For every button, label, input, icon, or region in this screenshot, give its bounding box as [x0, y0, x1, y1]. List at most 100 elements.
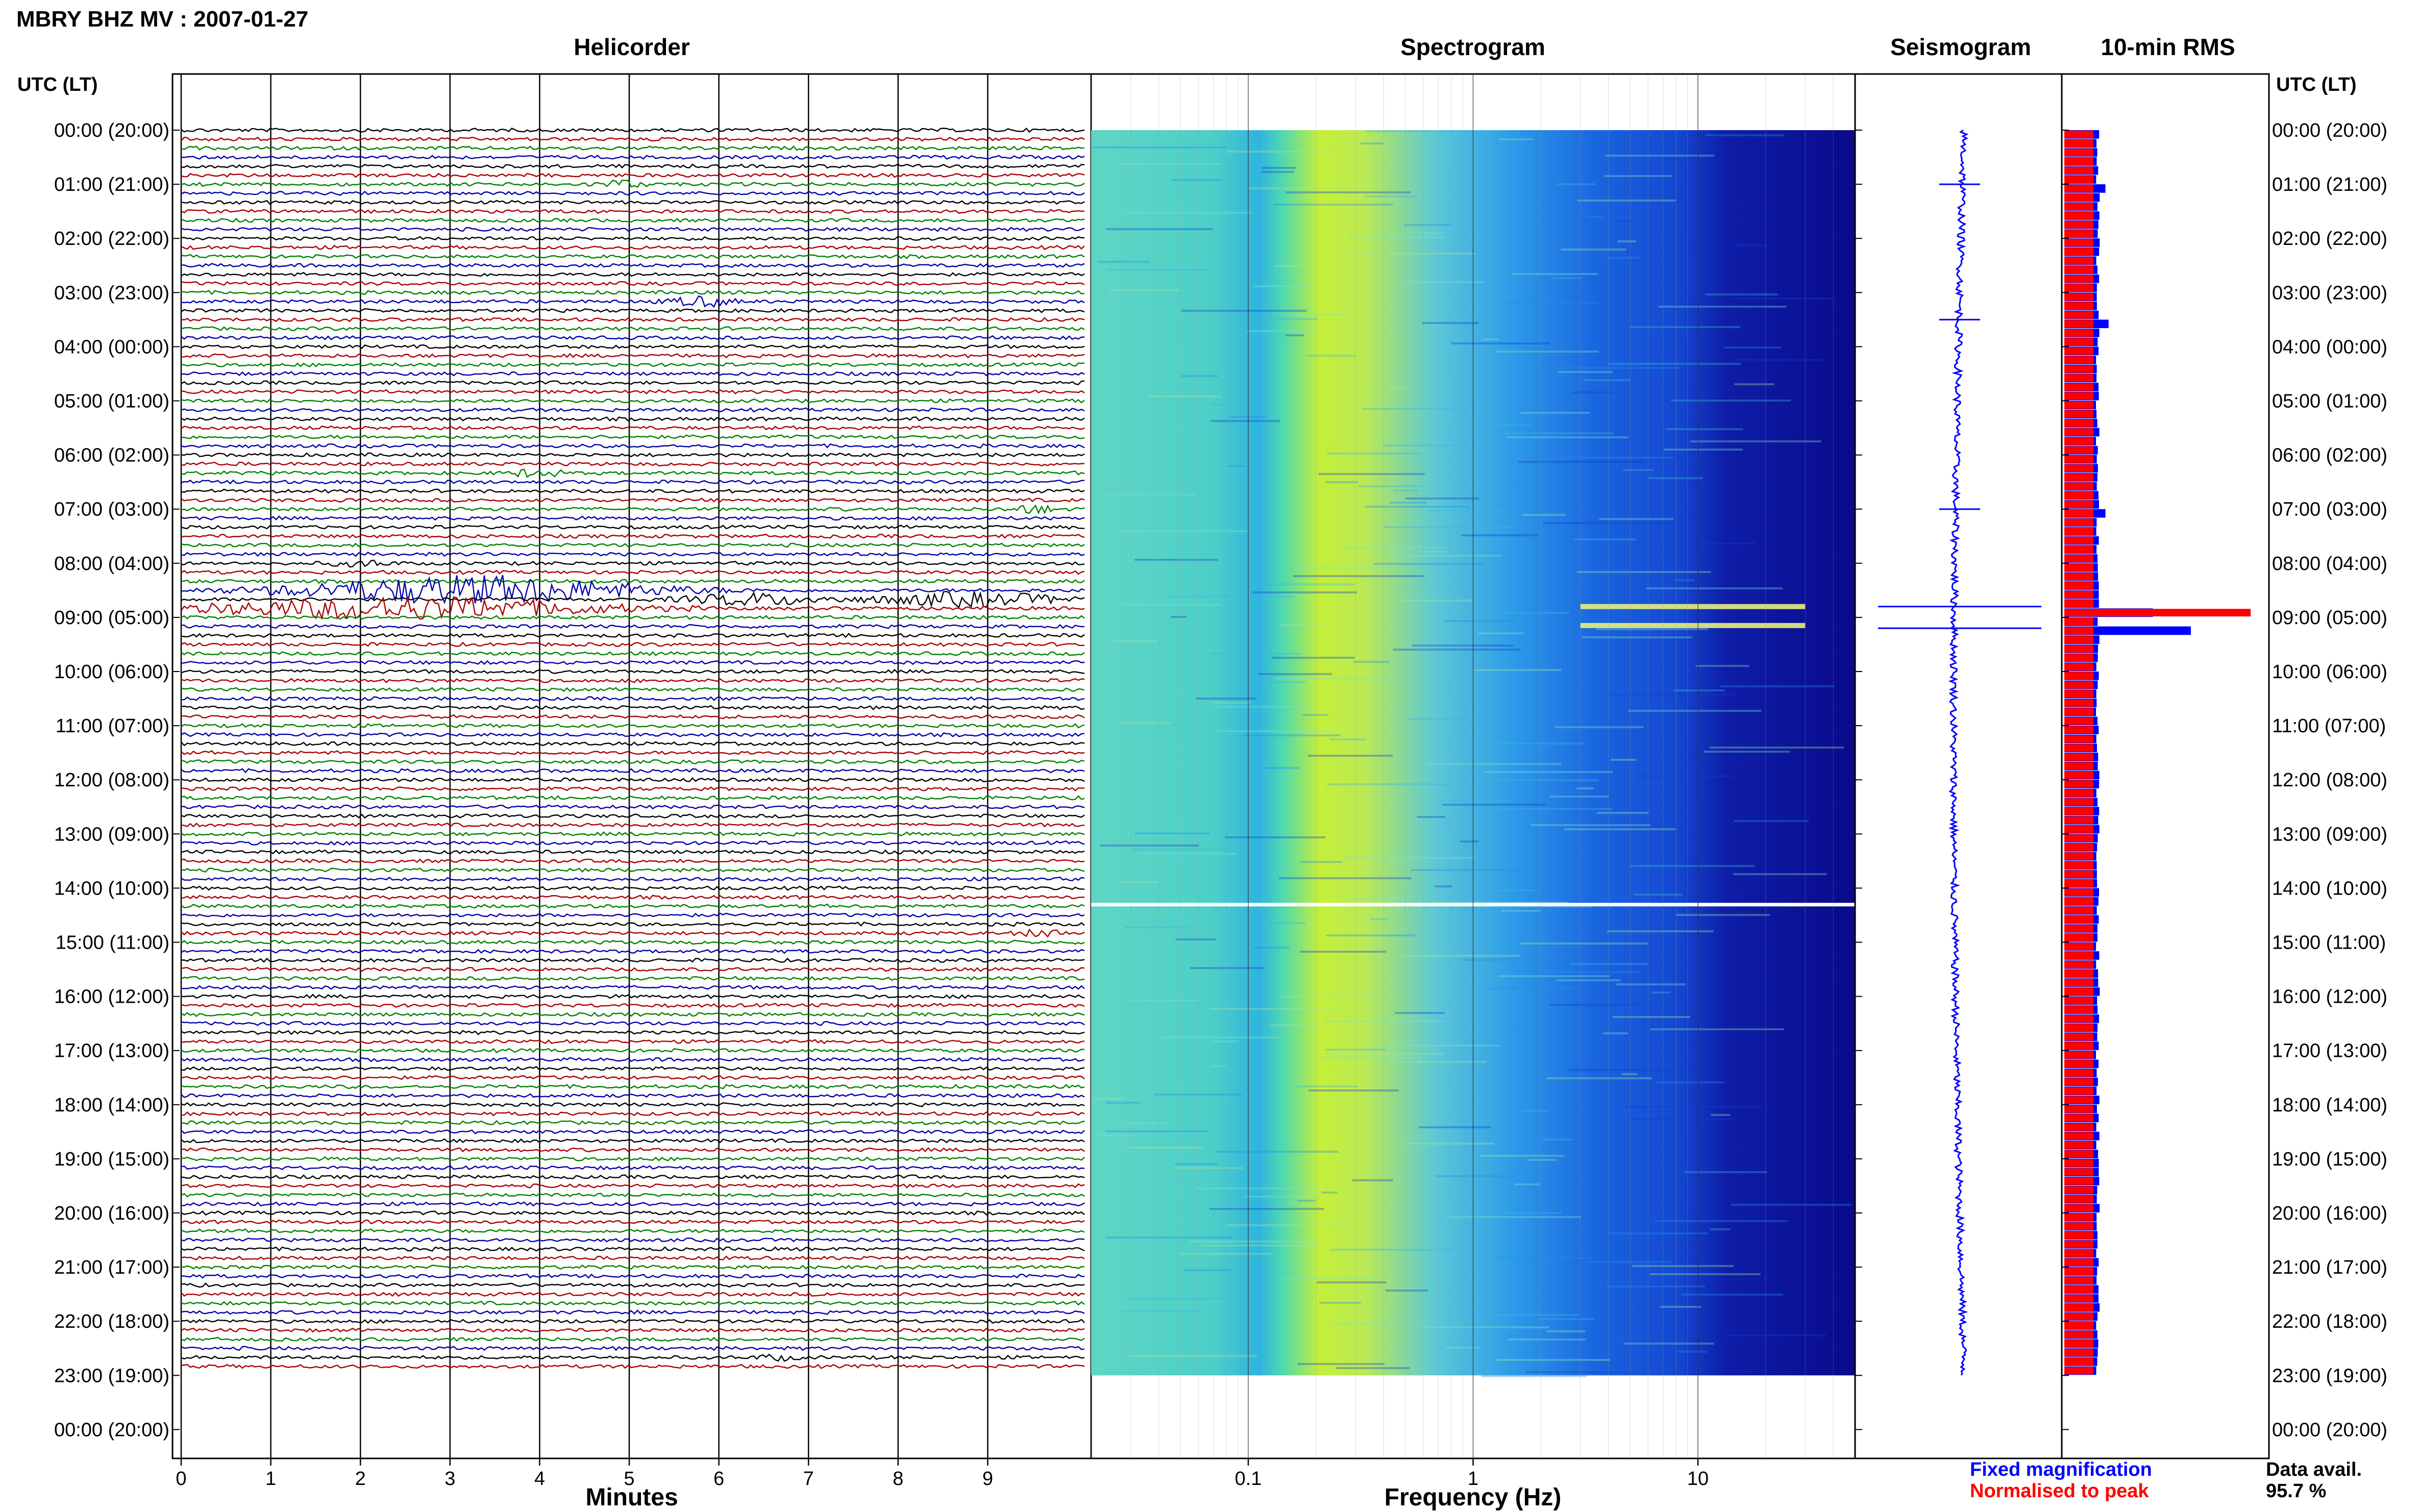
time-label-right: 10:00 (06:00)	[2272, 661, 2387, 683]
spectrogram-texture	[1292, 567, 1389, 569]
helicorder-trace	[181, 575, 1085, 604]
rms-bar-normalised	[2064, 1222, 2094, 1230]
time-label-left: 07:00 (03:00)	[54, 499, 169, 520]
spectrogram-texture	[1567, 1069, 1677, 1071]
time-label-right: 09:00 (05:00)	[2272, 607, 2387, 629]
rms-bar-normalised	[2064, 1033, 2094, 1041]
spectrogram-texture	[1361, 142, 1384, 144]
helicorder-trace	[181, 1120, 1085, 1126]
spectrogram-texture	[1172, 179, 1221, 181]
spectrogram-texture	[1586, 1261, 1671, 1263]
time-label-right: 03:00 (23:00)	[2272, 282, 2387, 304]
time-label-left: 17:00 (13:00)	[54, 1040, 169, 1062]
spectrogram-texture	[1556, 979, 1621, 981]
spectrogram-texture	[1446, 1347, 1480, 1349]
spectrogram-texture	[1550, 457, 1674, 459]
spectrogram-texture	[1726, 1334, 1826, 1336]
spectrogram-texture	[1131, 849, 1227, 851]
spectrogram-texture	[1677, 1351, 1707, 1353]
helicorder-title: Helicorder	[574, 34, 690, 60]
spectrogram-texture	[1496, 351, 1599, 353]
spectrogram-texture	[1196, 1187, 1320, 1189]
rms-bar-normalised	[2064, 338, 2094, 346]
spectrogram-texture	[1511, 273, 1598, 275]
rms-bar-normalised	[2064, 392, 2094, 400]
spectrogram-texture	[1275, 677, 1393, 679]
helicorder-trace	[181, 705, 1085, 710]
helicorder-trace	[181, 1048, 1085, 1054]
spectrogram-texture	[1226, 151, 1334, 153]
spectrogram-texture	[1501, 302, 1599, 304]
spectrogram-texture	[1402, 1061, 1487, 1063]
helicorder-trace	[181, 371, 1085, 377]
spectrogram-texture	[1508, 1339, 1586, 1341]
spectrogram-texture	[1364, 195, 1417, 197]
spectrogram-texture	[1630, 865, 1755, 867]
spectrogram-texture	[1211, 1040, 1238, 1043]
rms-title: 10-min RMS	[2101, 34, 2235, 60]
spectrogram-texture	[1247, 187, 1366, 189]
spectrogram-texture	[1351, 898, 1400, 900]
spectrogram-texture	[1198, 1245, 1319, 1247]
seismogram-trace	[1948, 129, 1969, 1376]
spectrogram-texture	[1324, 1020, 1444, 1022]
rms-bar-normalised	[2064, 365, 2094, 373]
spectrogram-texture	[1607, 257, 1641, 259]
spectrogram-texture	[1253, 947, 1290, 949]
rms-bar-normalised	[2064, 212, 2094, 219]
minutes-axis-label: Minutes	[585, 1484, 678, 1511]
helicorder-trace	[181, 912, 1085, 918]
spectrogram-texture	[1210, 1008, 1341, 1010]
spectrogram-texture	[1543, 522, 1671, 524]
rms-bar-normalised	[2064, 672, 2094, 680]
helicorder-trace	[181, 795, 1085, 801]
helicorder-trace	[181, 777, 1085, 783]
minutes-tick-label: 3	[445, 1468, 455, 1490]
rms-bar-normalised	[2064, 528, 2094, 535]
helicorder-trace	[181, 479, 1085, 485]
frequency-tick-label: 0.1	[1235, 1468, 1262, 1490]
spectrogram-texture	[1216, 1151, 1339, 1153]
spectrogram-texture	[1527, 1159, 1557, 1161]
helicorder-trace	[181, 236, 1084, 241]
spectrogram-texture	[1412, 645, 1514, 647]
rms-bar-normalised	[2064, 726, 2094, 734]
spectrogram-texture	[1494, 889, 1536, 891]
rms-bar-normalised	[2064, 636, 2094, 643]
helicorder-trace	[181, 1327, 1085, 1333]
spectrogram-texture	[1288, 314, 1346, 316]
spectrogram-texture	[1211, 420, 1280, 422]
spectrogram-texture	[1418, 232, 1442, 234]
helicorder-trace	[181, 1228, 1085, 1233]
rms-bar-normalised	[2064, 284, 2094, 292]
spectrogram-texture	[1486, 742, 1585, 745]
rms-bar-normalised	[2064, 482, 2094, 490]
helicorder-trace	[181, 1265, 1085, 1270]
spectrogram-texture	[1705, 134, 1785, 136]
spectrogram-texture	[1612, 1016, 1690, 1018]
helicorder-trace	[181, 443, 1085, 449]
helicorder-trace	[181, 660, 1085, 665]
spectrogram-texture	[1373, 563, 1484, 565]
time-label-right: 04:00 (00:00)	[2272, 336, 2387, 358]
rms-bar-normalised	[2064, 1024, 2094, 1032]
helicorder-trace	[181, 714, 1085, 720]
helicorder-trace	[181, 468, 1085, 478]
rms-bar-normalised	[2064, 933, 2094, 941]
spectrogram-texture	[1522, 514, 1565, 516]
time-label-right: 17:00 (13:00)	[2272, 1040, 2387, 1062]
spectrogram-texture	[1684, 1171, 1767, 1173]
rms-bar-normalised	[2064, 1258, 2094, 1267]
spectrogram-texture	[1608, 1232, 1709, 1234]
rms-bar-normalised	[2064, 1276, 2094, 1284]
rms-bar-normalised	[2064, 789, 2094, 797]
spectrogram-texture	[1227, 465, 1244, 467]
helicorder-trace	[181, 326, 1085, 332]
time-label-left: 06:00 (02:00)	[54, 445, 169, 466]
spectrogram-texture	[1648, 477, 1703, 479]
spectrogram-texture	[1546, 1077, 1652, 1079]
spectrogram-texture	[1273, 204, 1393, 206]
helicorder-trace	[181, 1183, 1085, 1189]
spectrogram-texture	[1353, 661, 1390, 663]
helicorder-trace	[181, 741, 1085, 747]
